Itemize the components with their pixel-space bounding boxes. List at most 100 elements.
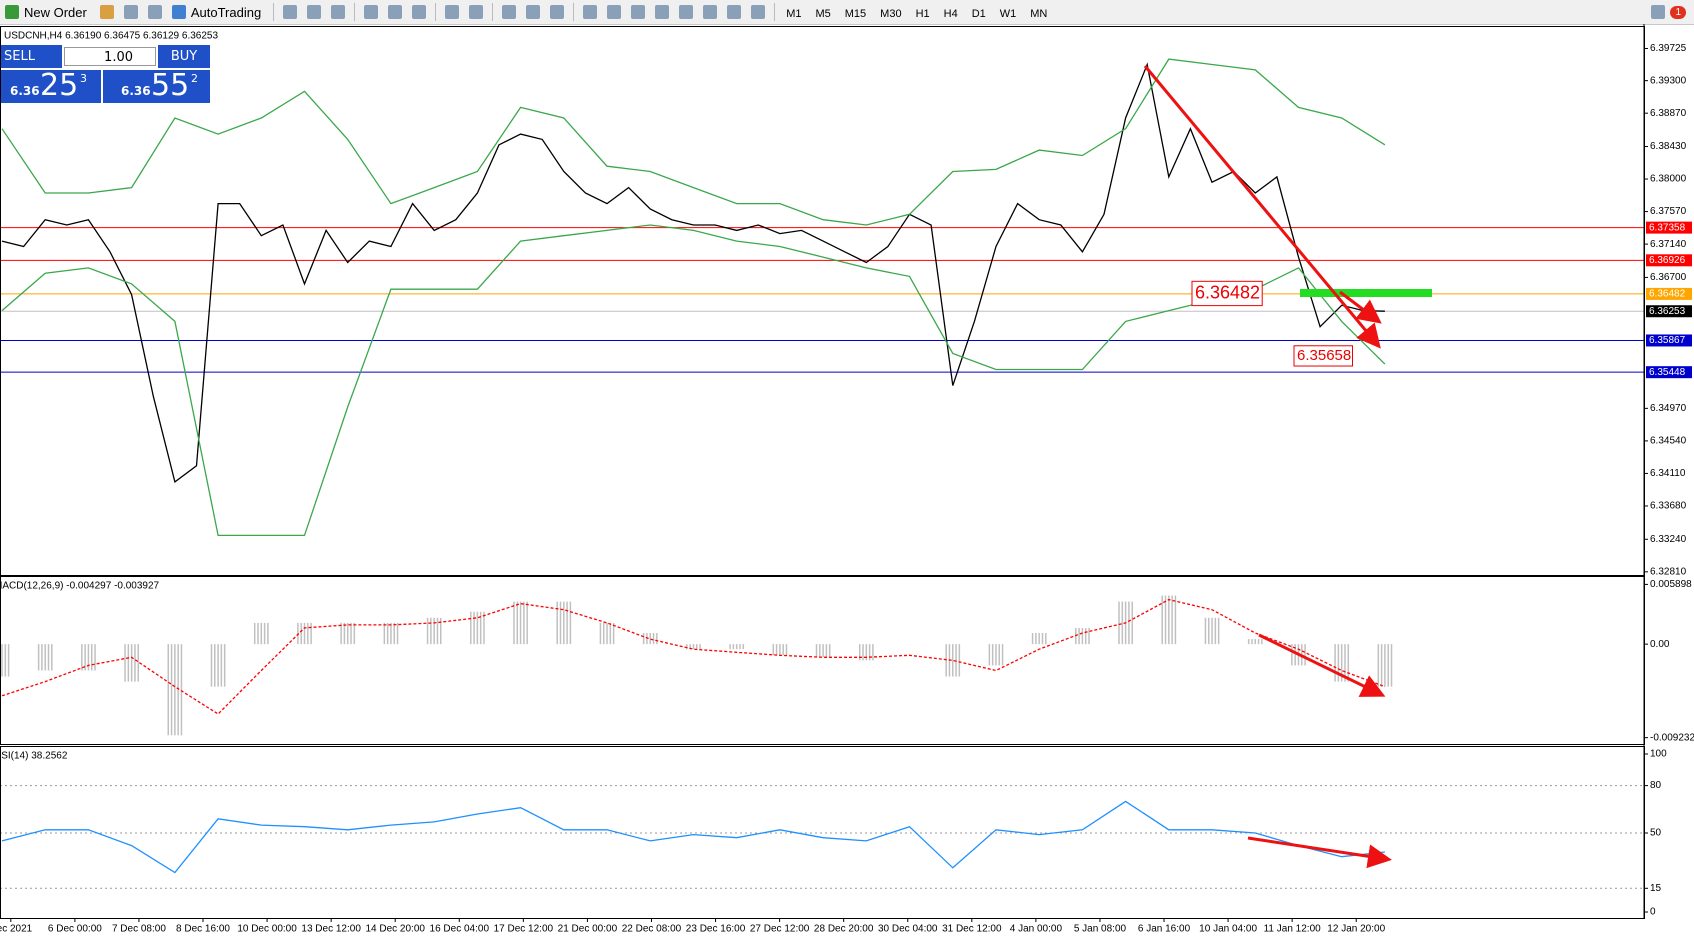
x-tick-label: 21 Dec 00:00 [558, 924, 618, 935]
timeframe-button[interactable]: M30 [880, 7, 902, 20]
icon[interactable] [331, 5, 346, 19]
timeframe-button[interactable]: W1 [999, 7, 1017, 20]
icon[interactable] [679, 5, 694, 19]
sell-price[interactable]: 6.36 25 3 [0, 68, 101, 103]
y-tick-label: 6.39725 [1650, 43, 1687, 54]
level-label: 6.37358 [1649, 222, 1686, 233]
level-label: 6.35867 [1649, 335, 1686, 346]
support-zone [1300, 289, 1432, 297]
timeframe-button[interactable]: D1 [971, 7, 986, 20]
series-line [1, 598, 1386, 715]
x-tick-label: 13 Dec 12:00 [301, 924, 361, 935]
timeframe-button[interactable]: M5 [815, 7, 831, 20]
icon[interactable] [445, 5, 460, 19]
separator [435, 3, 437, 21]
x-tick-label: 7 Dec 08:00 [112, 924, 166, 935]
x-tick-label: 12 Jan 20:00 [1327, 924, 1385, 935]
sell-button[interactable]: SELL [0, 45, 62, 68]
trend-arrow [1258, 633, 1386, 697]
series-line [1, 62, 1385, 484]
timeframe-button[interactable]: H1 [915, 7, 930, 20]
y-tick-label: 6.38000 [1650, 174, 1687, 185]
x-tick-label: 6 Jan 16:00 [1138, 924, 1191, 935]
y-tick-label: 6.34970 [1650, 403, 1687, 414]
icon[interactable] [412, 5, 427, 19]
y-tick-label: 6.39300 [1650, 75, 1687, 86]
icon[interactable] [99, 5, 114, 19]
x-tick-label: 31 Dec 12:00 [942, 924, 1002, 935]
new-order-icon[interactable] [5, 5, 19, 19]
new-order-button[interactable]: New Order [24, 4, 87, 20]
icon[interactable] [526, 5, 541, 19]
icon[interactable] [283, 5, 298, 19]
x-tick-label: 23 Dec 16:00 [686, 924, 746, 935]
price-pips: 55 [151, 68, 190, 103]
annotation-label: 6.35658 [1297, 347, 1351, 364]
notification-badge[interactable]: 1 [1670, 5, 1686, 19]
panel-border [0, 746, 1645, 919]
autotrading-button[interactable]: AutoTrading [190, 4, 262, 20]
icon[interactable] [583, 5, 598, 19]
icon[interactable] [631, 5, 646, 19]
icon[interactable] [388, 5, 403, 19]
buy-price[interactable]: 6.36 55 2 [103, 68, 210, 103]
level-label: 6.36482 [1649, 289, 1686, 300]
icon[interactable] [123, 5, 138, 19]
series-line [1, 800, 1385, 874]
level-label-bg [1646, 221, 1692, 234]
panel-border [0, 26, 1645, 576]
y-tick-label: 6.37570 [1650, 206, 1687, 217]
annotation-label: 6.36482 [1195, 283, 1260, 303]
y-tick-label: 100 [1650, 749, 1667, 760]
x-tick-label: 10 Jan 04:00 [1199, 924, 1257, 935]
price-big: 6.36 [10, 84, 40, 98]
y-tick-label: 6.33680 [1650, 501, 1687, 512]
icon[interactable] [307, 5, 322, 19]
x-tick-label: 10 Dec 00:00 [237, 924, 297, 935]
x-tick-label: 6 Dec 00:00 [48, 924, 102, 935]
annotation-box [1191, 280, 1263, 307]
y-tick-label: 6.38430 [1650, 141, 1687, 152]
icon[interactable] [364, 5, 379, 19]
timeframe-button[interactable]: M1 [786, 7, 802, 20]
panel-border [0, 576, 1645, 745]
search-icon[interactable] [1651, 5, 1666, 19]
icon[interactable] [502, 5, 517, 19]
y-tick-label: 6.36700 [1650, 272, 1687, 283]
series-line [1, 224, 1386, 537]
icon[interactable] [727, 5, 742, 19]
y-tick-label: 0.005898 [1650, 579, 1692, 590]
trend-arrow [1143, 65, 1381, 349]
annotation-box [1293, 345, 1353, 367]
trade-panel: SELL 1.00 BUY 6.36 25 3 6.36 55 2 [0, 45, 210, 103]
level-label-bg [1646, 254, 1692, 267]
price-big: 6.36 [121, 84, 151, 98]
toolbar: New Order AutoTrading M1 M5 M15 M30 H1 H4 D1 W1… [0, 0, 1694, 25]
icon[interactable] [655, 5, 670, 19]
icon[interactable] [469, 5, 484, 19]
separator [492, 3, 494, 21]
x-tick-label: 8 Dec 16:00 [176, 924, 230, 935]
icon[interactable] [703, 5, 718, 19]
icon[interactable] [550, 5, 565, 19]
icon[interactable] [147, 5, 162, 19]
y-tick-label: 80 [1650, 780, 1662, 791]
timeframe-button[interactable]: M15 [844, 7, 867, 20]
timeframe-button[interactable]: MN [1030, 7, 1048, 20]
icon[interactable] [607, 5, 622, 19]
y-tick-label: -0.009232 [1650, 732, 1694, 743]
level-label: 6.35448 [1649, 367, 1686, 378]
plot [0, 58, 1644, 889]
indicator-title: RSI(14) 38.2562 [0, 751, 68, 762]
price-fraction: 3 [80, 72, 87, 85]
x-tick-label: 5 Jan 08:00 [1074, 924, 1127, 935]
icon[interactable] [751, 5, 766, 19]
lots-input[interactable]: 1.00 [64, 47, 156, 66]
separator [774, 3, 776, 21]
level-label: 6.36926 [1649, 255, 1686, 266]
timeframe-button[interactable]: H4 [943, 7, 958, 20]
buy-button[interactable]: BUY [158, 45, 210, 68]
autotrading-icon[interactable] [171, 5, 186, 19]
level-label: 6.36253 [1649, 306, 1686, 317]
x-tick-label: 30 Dec 04:00 [878, 924, 938, 935]
